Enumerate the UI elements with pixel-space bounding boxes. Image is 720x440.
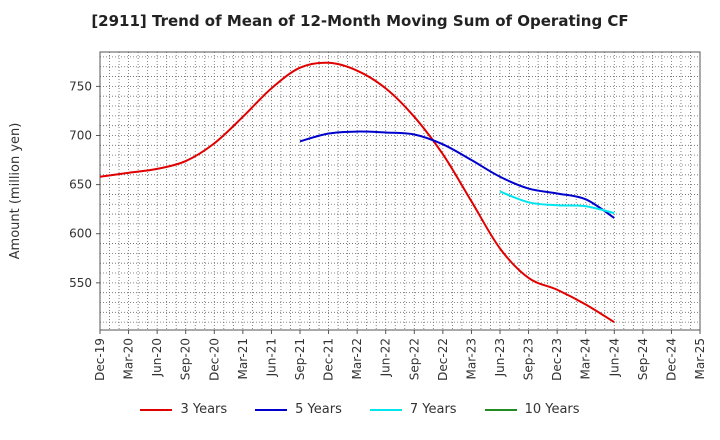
legend-swatch: [140, 408, 173, 411]
legend-swatch: [484, 408, 517, 411]
x-tick-label: Sep-23: [522, 338, 536, 380]
x-tick-label: Mar-25: [693, 338, 707, 379]
legend-item-7-years: 7 Years: [369, 402, 457, 417]
y-tick-label: 700: [69, 128, 92, 142]
x-tick-label: Dec-23: [550, 338, 564, 381]
legend-item-5-years: 5 Years: [255, 402, 342, 417]
chart-title: [2911] Trend of Mean of 12-Month Moving …: [91, 12, 629, 30]
y-axis-title: Amount (million yen): [8, 123, 23, 260]
series-line-5-years: [299, 130, 615, 219]
axes: [96, 51, 701, 334]
x-tick-label: Mar-21: [236, 338, 250, 379]
y-tick-label: 550: [69, 276, 92, 290]
legend-item-3-years: 3 Years: [140, 402, 227, 417]
x-tick-label: Mar-24: [579, 338, 593, 379]
x-tick-label: Mar-23: [464, 338, 478, 379]
y-tick-label: 600: [69, 227, 92, 241]
legend-label: 10 Years: [524, 402, 580, 417]
x-tick-label: Dec-20: [207, 338, 221, 381]
x-tick-label: Dec-19: [93, 338, 107, 381]
legend-label: 5 Years: [295, 402, 342, 417]
x-tick-label: Jun-21: [264, 338, 278, 377]
x-tick-label: Sep-21: [293, 338, 307, 380]
x-tick-labels: Dec-19 Mar-20 Jun-20 Sep-20 Dec-20 Mar-21 Jun-…: [93, 338, 707, 381]
legend-swatch: [369, 408, 402, 411]
y-tick-labels: 550 600 650 700 750: [69, 79, 92, 289]
x-tick-label: Sep-24: [636, 338, 650, 380]
x-tick-label: Dec-21: [322, 338, 336, 381]
x-tick-label: Jun-20: [150, 338, 164, 377]
series-line-7-years: [499, 190, 615, 215]
x-tick-label: Jun-24: [607, 338, 621, 377]
legend-label: 3 Years: [180, 402, 228, 417]
x-tick-label: Mar-20: [122, 338, 136, 379]
x-tick-label: Jun-23: [493, 338, 507, 377]
y-tick-label: 650: [69, 178, 92, 192]
grid: [100, 52, 700, 330]
series-line-3-years: [99, 61, 615, 323]
x-tick-label: Sep-20: [179, 338, 193, 380]
plot-frame: [99, 51, 701, 331]
x-tick-label: Jun-22: [379, 338, 393, 377]
legend: 3 Years 5 Years 7 Years 10 Years: [0, 402, 720, 417]
legend-label: 7 Years: [409, 402, 457, 417]
x-tick-label: Dec-22: [436, 338, 450, 381]
x-tick-label: Dec-24: [664, 338, 678, 381]
series-lines: [99, 61, 615, 323]
x-tick-label: Sep-22: [407, 338, 421, 380]
legend-item-10-years: 10 Years: [484, 402, 580, 417]
x-tick-label: Mar-22: [350, 338, 364, 379]
y-tick-label: 750: [69, 79, 92, 93]
legend-swatch: [255, 408, 288, 411]
